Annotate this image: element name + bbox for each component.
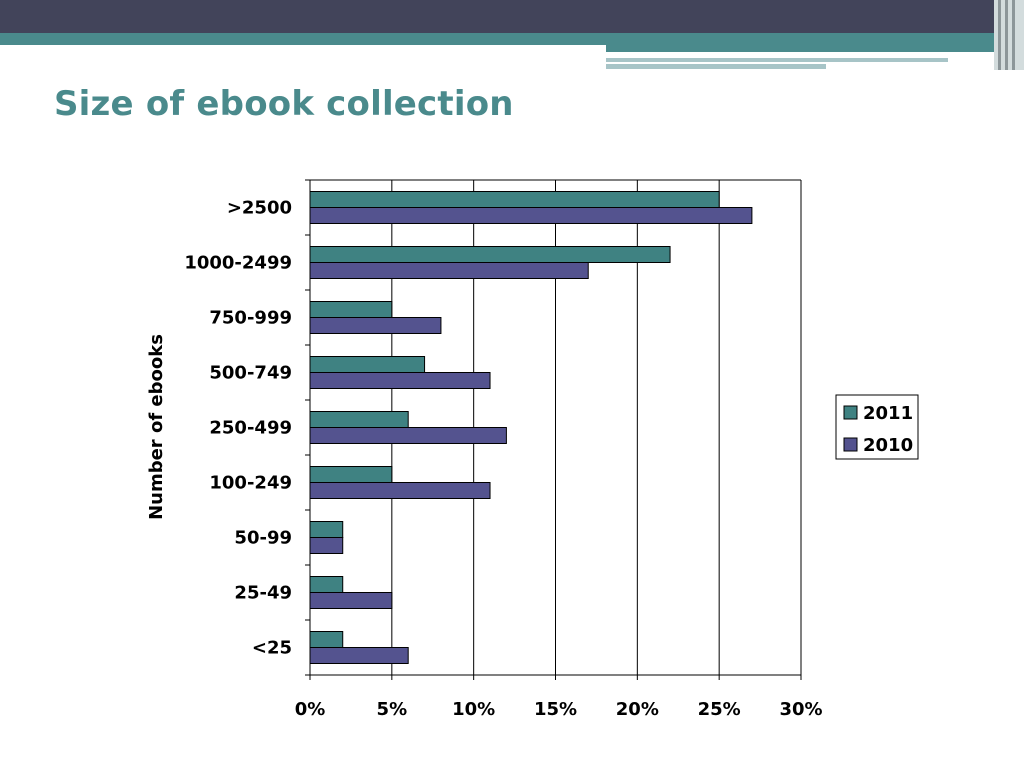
header-light-stripe bbox=[606, 58, 948, 62]
x-tick-label: 25% bbox=[698, 699, 741, 720]
bar-2011 bbox=[309, 521, 344, 538]
bar-2010 bbox=[309, 372, 491, 389]
bar-2010 bbox=[309, 207, 753, 224]
legend-swatch-2011 bbox=[843, 405, 858, 420]
legend-label-2011: 2011 bbox=[863, 403, 913, 424]
bar-2010 bbox=[309, 262, 589, 279]
x-tick-label: 5% bbox=[377, 699, 408, 720]
bar-2010 bbox=[309, 647, 409, 664]
y-tick-label: >2500 bbox=[227, 198, 292, 219]
x-tick-label: 10% bbox=[452, 699, 495, 720]
header-vertical-line bbox=[1012, 0, 1015, 70]
bar-2011 bbox=[309, 466, 393, 483]
y-tick-label: 500-749 bbox=[209, 363, 292, 384]
x-tick-label: 15% bbox=[534, 699, 577, 720]
y-tick-label: 25-49 bbox=[234, 583, 292, 604]
bar-2010 bbox=[309, 592, 393, 609]
header-vertical-line bbox=[1005, 0, 1008, 70]
x-tick-label: 30% bbox=[779, 699, 822, 720]
header-light-stripe-2 bbox=[606, 64, 826, 69]
y-tick-label: 50-99 bbox=[234, 528, 292, 549]
bar-2010 bbox=[309, 427, 507, 444]
bar-2011 bbox=[309, 356, 426, 373]
legend-swatch-2010 bbox=[843, 437, 858, 452]
header-vertical-line bbox=[998, 0, 1001, 70]
bar-2010 bbox=[309, 537, 344, 554]
header-teal-band bbox=[0, 33, 1024, 45]
bar-2011 bbox=[309, 631, 344, 648]
bar-2011 bbox=[309, 411, 409, 428]
slide-title: Size of ebook collection bbox=[54, 84, 514, 124]
bar-2010 bbox=[309, 482, 491, 499]
bar-2011 bbox=[309, 576, 344, 593]
y-tick-label: 750-999 bbox=[209, 308, 292, 329]
bar-2011 bbox=[309, 301, 393, 318]
x-tick-label: 20% bbox=[616, 699, 659, 720]
x-tick-label: 0% bbox=[295, 699, 326, 720]
bar-2011 bbox=[309, 246, 671, 263]
bar-2011 bbox=[309, 191, 720, 208]
y-tick-label: 250-499 bbox=[209, 418, 292, 439]
y-tick-label: 100-249 bbox=[209, 473, 292, 494]
y-tick-label: <25 bbox=[252, 638, 292, 659]
slide-header-banner bbox=[0, 0, 1024, 70]
bar-2010 bbox=[309, 317, 442, 334]
y-tick-label: 1000-2499 bbox=[184, 253, 292, 274]
legend-label-2010: 2010 bbox=[863, 435, 913, 456]
y-axis-title: Number of ebooks bbox=[146, 334, 167, 520]
header-teal-band-step bbox=[606, 45, 1024, 52]
header-dark-band bbox=[0, 0, 1024, 33]
